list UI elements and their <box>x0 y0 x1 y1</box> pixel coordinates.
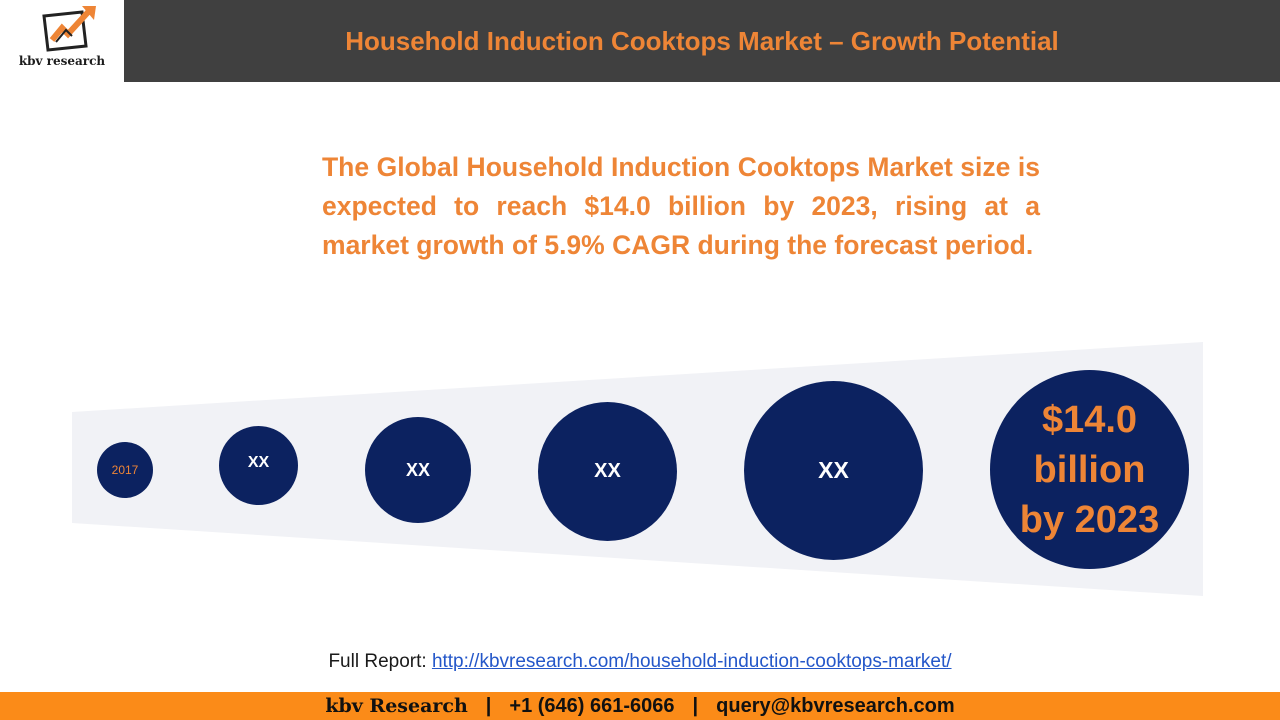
footer-brand: kbv Research <box>325 695 468 717</box>
full-report-label: Full Report: <box>328 651 427 672</box>
growth-bubble-label: XX <box>594 460 621 482</box>
headline-statement: The Global Household Induction Cooktops … <box>322 152 1040 260</box>
footer-email: query@kbvresearch.com <box>716 694 955 717</box>
footer-separator: | <box>485 694 492 717</box>
growth-bubble-label: XX <box>818 457 849 483</box>
rising-chart-logo-icon <box>42 6 96 52</box>
growth-bubble: XX <box>744 381 923 560</box>
full-report-link[interactable]: http://kbvresearch.com/household-inducti… <box>431 651 952 672</box>
header-bar: Household Induction Cooktops Market – Gr… <box>124 0 1280 82</box>
start-year-label: 2017 <box>111 463 139 477</box>
logo: kbv research <box>0 0 124 82</box>
footer-phone: +1 (646) 661-6066 <box>509 694 675 717</box>
growth-bubble: XX <box>538 402 677 541</box>
logo-text: kbv research <box>18 54 106 68</box>
growth-bubble-label: XX <box>247 453 270 471</box>
page-title: Household Induction Cooktops Market – Gr… <box>345 26 1059 56</box>
forecast-year: by 2023 <box>1019 498 1160 541</box>
forecast-value: $14.0 <box>1041 398 1138 441</box>
start-year-bubble: 2017 <box>97 442 153 498</box>
forecast-value-bubble: $14.0 billion by 2023 <box>990 370 1189 569</box>
footer-bar: kbv Research | +1 (646) 661-6066 | query… <box>0 692 1280 720</box>
footer-separator: | <box>692 694 699 717</box>
full-report-line: Full Report: http://kbvresearch.com/hous… <box>0 651 1280 673</box>
growth-bubble: XX <box>219 426 298 505</box>
growth-bubble-label: XX <box>405 459 430 480</box>
growth-bubble: XX <box>365 417 471 523</box>
forecast-unit: billion <box>1033 448 1146 491</box>
